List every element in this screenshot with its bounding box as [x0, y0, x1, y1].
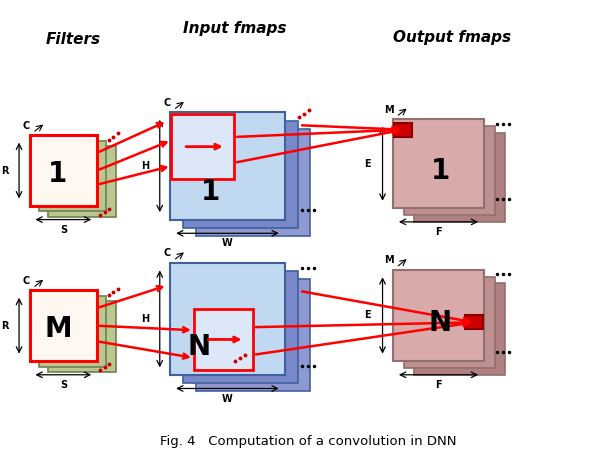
Bar [170, 263, 284, 375]
Bar [414, 133, 505, 222]
Bar [403, 126, 495, 215]
Bar [39, 140, 106, 212]
Bar [183, 121, 298, 228]
Bar [196, 280, 310, 391]
Text: Filters: Filters [46, 32, 101, 48]
Text: R: R [1, 165, 8, 176]
Bar [403, 277, 495, 368]
Bar [39, 296, 106, 366]
Text: C: C [164, 249, 171, 258]
Bar [30, 135, 97, 206]
Text: R: R [1, 321, 8, 331]
Text: C: C [23, 121, 30, 131]
Text: E: E [365, 310, 371, 321]
Text: Output fmaps: Output fmaps [393, 30, 511, 45]
Text: N: N [187, 333, 210, 361]
Text: H: H [141, 161, 149, 171]
Text: Input fmaps: Input fmaps [183, 21, 286, 36]
Bar [48, 146, 116, 217]
Text: 1: 1 [431, 157, 450, 185]
Bar [196, 129, 310, 236]
Bar [48, 301, 116, 372]
Text: S: S [60, 225, 67, 235]
Text: 1: 1 [201, 178, 220, 206]
Text: S: S [60, 380, 67, 390]
Bar [393, 119, 484, 208]
Bar [170, 112, 284, 219]
Text: M: M [44, 315, 72, 343]
Text: Fig. 4   Computation of a convolution in DNN: Fig. 4 Computation of a convolution in D… [160, 435, 457, 448]
Text: F: F [435, 227, 442, 237]
Bar [393, 270, 484, 361]
Bar [465, 316, 483, 329]
Text: E: E [365, 158, 371, 169]
Bar [394, 123, 412, 136]
Text: M: M [384, 255, 394, 265]
Text: W: W [222, 238, 233, 248]
Text: C: C [23, 276, 30, 286]
Text: C: C [164, 98, 171, 108]
Text: F: F [435, 380, 442, 390]
Bar [183, 271, 298, 383]
Text: N: N [429, 309, 452, 337]
Text: M: M [384, 104, 394, 115]
Text: 1: 1 [48, 160, 68, 188]
Bar [172, 115, 234, 179]
Text: H: H [141, 314, 149, 324]
Bar [194, 309, 253, 370]
Bar [30, 290, 97, 361]
Bar [414, 284, 505, 375]
Text: W: W [222, 394, 233, 403]
